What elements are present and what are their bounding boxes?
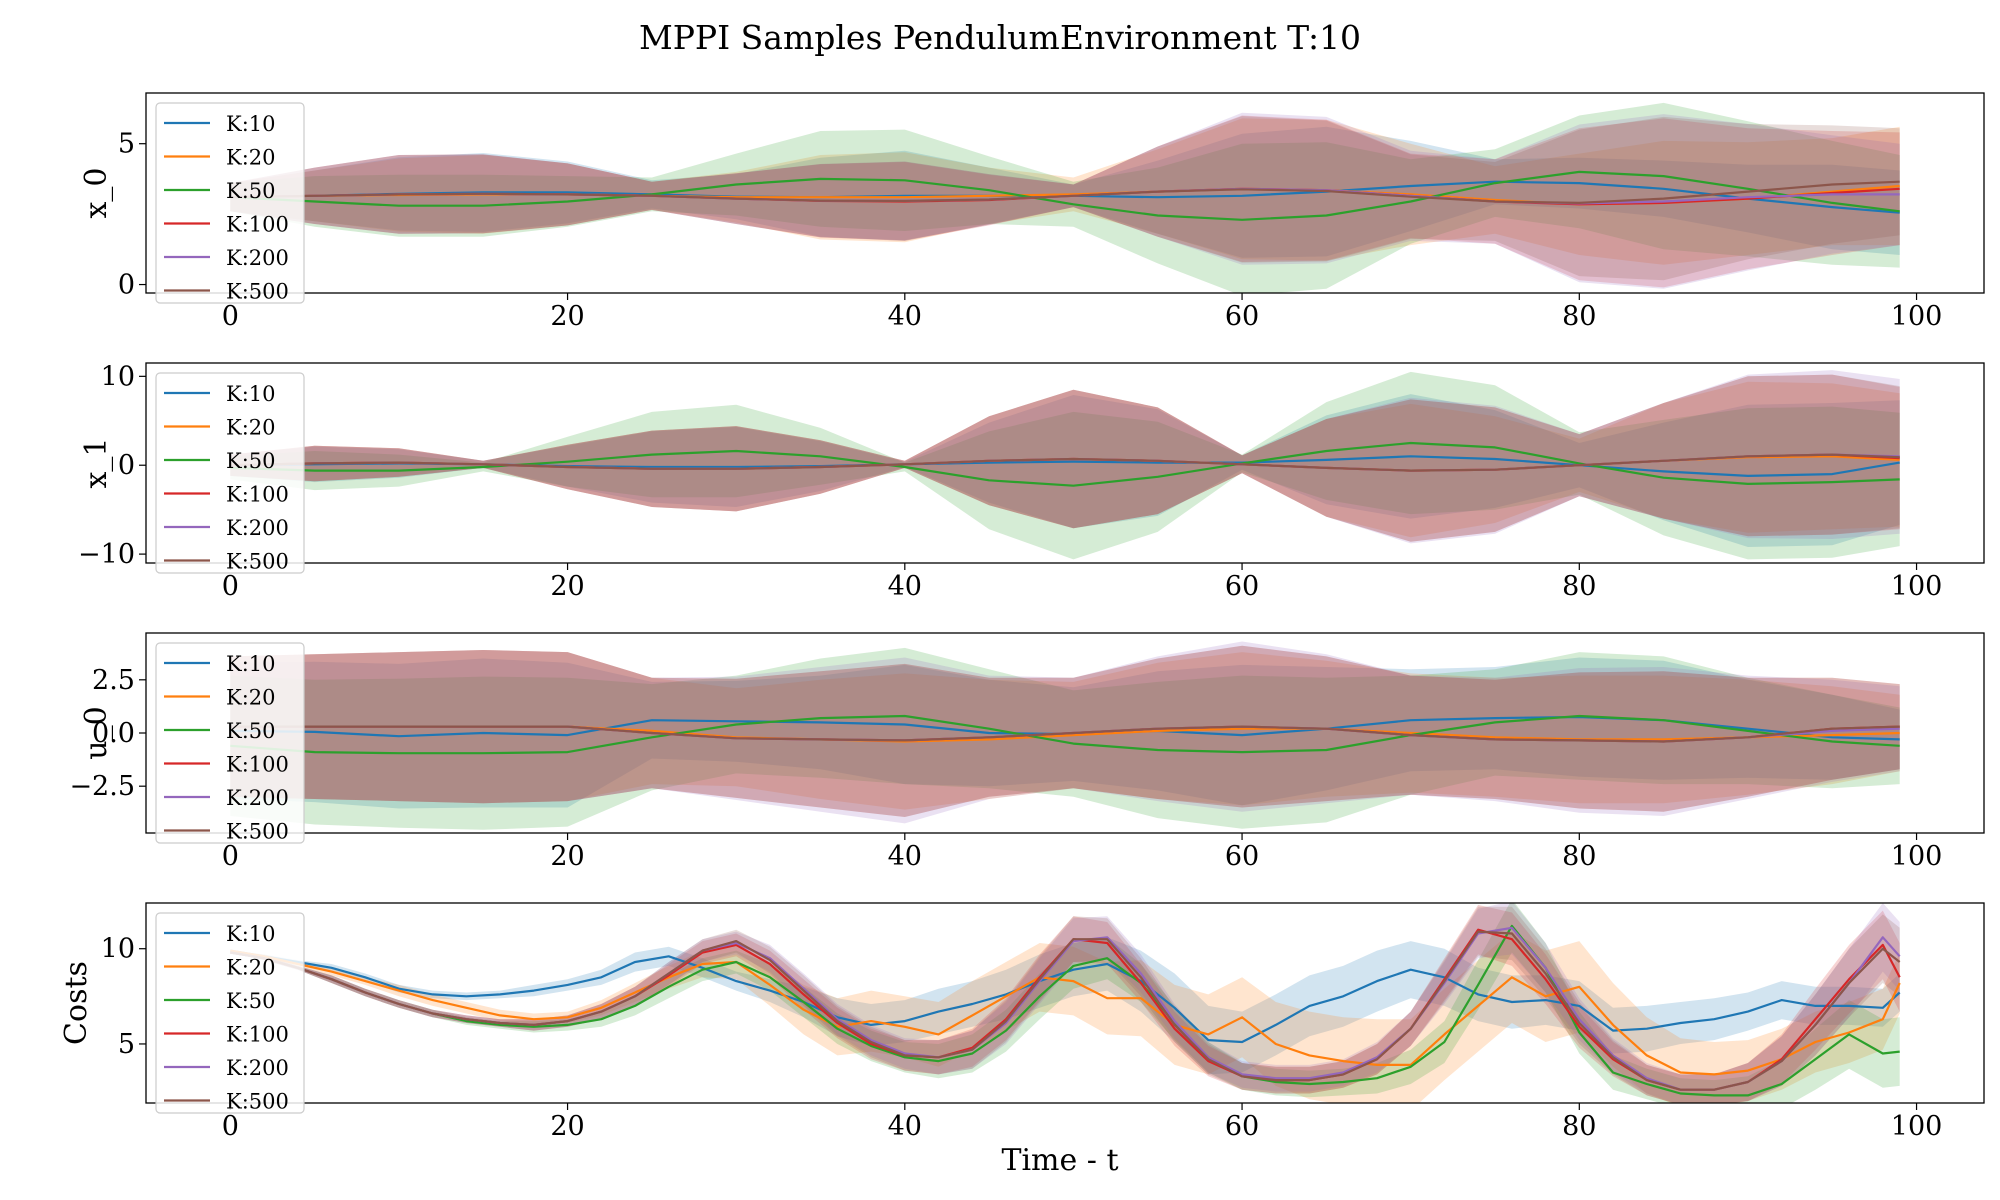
y-axis-label: x_1 xyxy=(79,437,114,488)
band-k-500 xyxy=(230,116,1899,280)
legend-label: K:50 xyxy=(226,719,276,743)
legend-label: K:500 xyxy=(226,820,289,844)
x-tick-label: 0 xyxy=(222,841,239,872)
plot-area xyxy=(230,899,1899,1114)
x-tick-label: 60 xyxy=(1225,571,1259,602)
y-tick-label: −2.5 xyxy=(69,771,135,802)
legend: K:10 K:20 K:50 K:100 K:200 K:500 xyxy=(156,103,304,304)
subplot-x-0: 0 20 40 60 80 10005x_0K:10K:20K:50K:100K:200K… xyxy=(79,93,1984,332)
legend-label: K:50 xyxy=(226,989,276,1013)
legend-label: K:200 xyxy=(226,516,289,540)
subplots: 0 20 40 60 80 10005x_0K:10K:20K:50K:100K:200K… xyxy=(59,93,1984,1142)
x-tick-label: 0 xyxy=(222,1111,239,1142)
y-tick-label: 0 xyxy=(118,450,135,481)
x-tick-label: 100 xyxy=(1891,301,1943,332)
y-tick-label: 10 xyxy=(101,934,135,965)
legend: K:10 K:20 K:50 K:100 K:200 K:500 xyxy=(156,643,304,844)
plot-area xyxy=(230,642,1899,830)
y-tick-label: 5 xyxy=(118,1029,135,1060)
x-tick-label: 60 xyxy=(1225,841,1259,872)
y-tick-label: −10 xyxy=(78,539,135,570)
legend-label: K:200 xyxy=(226,246,289,270)
x-tick-label: 40 xyxy=(888,571,922,602)
legend-label: K:50 xyxy=(226,179,276,203)
x-tick-label: 80 xyxy=(1562,841,1596,872)
legend-label: K:10 xyxy=(226,922,276,946)
x-tick-label: 40 xyxy=(888,841,922,872)
y-axis-label: x_0 xyxy=(79,167,114,218)
y-axis-label: u_0 xyxy=(79,706,114,759)
x-tick-label: 0 xyxy=(222,571,239,602)
plot-area xyxy=(230,370,1899,559)
legend-label: K:10 xyxy=(226,652,276,676)
legend-label: K:500 xyxy=(226,550,289,574)
legend-label: K:200 xyxy=(226,786,289,810)
x-tick-label: 80 xyxy=(1562,301,1596,332)
x-tick-label: 100 xyxy=(1891,841,1943,872)
x-tick-label: 20 xyxy=(550,841,584,872)
x-tick-label: 40 xyxy=(888,301,922,332)
x-tick-label: 40 xyxy=(888,1111,922,1142)
x-tick-label: 100 xyxy=(1891,1111,1943,1142)
legend-label: K:100 xyxy=(226,213,289,237)
legend-label: K:200 xyxy=(226,1056,289,1080)
legend-label: K:20 xyxy=(226,956,276,980)
legend-label: K:10 xyxy=(226,112,276,136)
legend-label: K:100 xyxy=(226,753,289,777)
legend-label: K:100 xyxy=(226,483,289,507)
x-tick-label: 20 xyxy=(550,571,584,602)
legend-label: K:20 xyxy=(226,686,276,710)
y-tick-label: 5 xyxy=(118,129,135,160)
plot-area xyxy=(230,103,1899,296)
x-tick-label: 20 xyxy=(550,301,584,332)
legend-label: K:100 xyxy=(226,1023,289,1047)
x-tick-label: 60 xyxy=(1225,1111,1259,1142)
legend-label: K:500 xyxy=(226,1090,289,1114)
legend-label: K:20 xyxy=(226,416,276,440)
legend-label: K:50 xyxy=(226,449,276,473)
legend: K:10 K:20 K:50 K:100 K:200 K:500 xyxy=(156,373,304,574)
subplot-u-0: 0 20 40 60 80 100−2.50.02.5u_0K:10K:20K:50K:1… xyxy=(69,633,1984,872)
legend: K:10 K:20 K:50 K:100 K:200 K:500 xyxy=(156,913,304,1114)
y-axis-label: Costs xyxy=(59,961,94,1045)
x-tick-label: 80 xyxy=(1562,1111,1596,1142)
x-tick-label: 60 xyxy=(1225,301,1259,332)
x-tick-label: 80 xyxy=(1562,571,1596,602)
x-axis-label: Time - t xyxy=(1001,1143,1118,1178)
legend-label: K:500 xyxy=(226,280,289,304)
y-tick-label: 10 xyxy=(101,361,135,392)
y-tick-label: 0 xyxy=(118,270,135,301)
figure-title: MPPI Samples PendulumEnvironment T:10 xyxy=(639,18,1361,57)
x-tick-label: 0 xyxy=(222,301,239,332)
subplot-x-1: 0 20 40 60 80 100−10010x_1K:10K:20K:50K:100K:… xyxy=(78,361,1984,602)
y-tick-label: 2.5 xyxy=(92,665,135,696)
x-tick-label: 20 xyxy=(550,1111,584,1142)
legend-label: K:10 xyxy=(226,382,276,406)
x-tick-label: 100 xyxy=(1891,571,1943,602)
legend-label: K:20 xyxy=(226,146,276,170)
